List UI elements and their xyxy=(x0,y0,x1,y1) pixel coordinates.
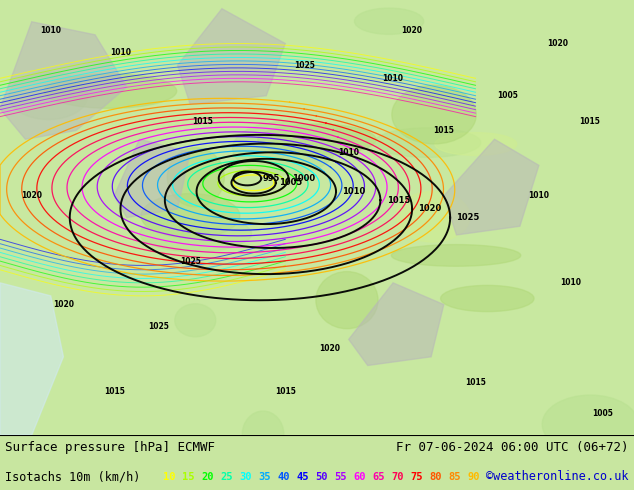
Text: 90: 90 xyxy=(467,472,480,482)
Polygon shape xyxy=(178,9,285,104)
Text: 1020: 1020 xyxy=(547,39,569,48)
Ellipse shape xyxy=(392,85,476,144)
Text: 1010: 1010 xyxy=(40,26,61,35)
Ellipse shape xyxy=(391,245,521,266)
Text: Fr 07-06-2024 06:00 UTC (06+72): Fr 07-06-2024 06:00 UTC (06+72) xyxy=(396,441,629,454)
Text: 1015: 1015 xyxy=(193,117,213,126)
Text: 80: 80 xyxy=(429,472,442,482)
Text: 1010: 1010 xyxy=(342,187,366,196)
Text: 1005: 1005 xyxy=(497,91,517,100)
Text: 15: 15 xyxy=(182,472,195,482)
Text: 1005: 1005 xyxy=(279,178,302,187)
Ellipse shape xyxy=(141,194,240,238)
Polygon shape xyxy=(444,139,539,235)
Text: 1015: 1015 xyxy=(579,117,600,126)
Text: 85: 85 xyxy=(448,472,461,482)
Text: 70: 70 xyxy=(391,472,404,482)
Text: Isotachs 10m (km/h): Isotachs 10m (km/h) xyxy=(5,470,141,483)
Text: 1000: 1000 xyxy=(292,174,314,183)
Text: 1010: 1010 xyxy=(110,48,131,57)
Text: 1010: 1010 xyxy=(560,278,581,287)
Text: 1015: 1015 xyxy=(387,196,410,205)
Ellipse shape xyxy=(233,122,335,175)
Text: 1015: 1015 xyxy=(275,387,295,396)
Text: 75: 75 xyxy=(410,472,423,482)
Text: 1010: 1010 xyxy=(338,148,359,157)
Polygon shape xyxy=(114,139,190,218)
Text: 10: 10 xyxy=(163,472,176,482)
Ellipse shape xyxy=(9,72,88,120)
Polygon shape xyxy=(0,283,63,435)
Text: 60: 60 xyxy=(353,472,366,482)
Text: 1020: 1020 xyxy=(418,204,442,213)
Polygon shape xyxy=(0,22,127,139)
Ellipse shape xyxy=(374,128,481,157)
Text: 25: 25 xyxy=(220,472,233,482)
Text: 1015: 1015 xyxy=(104,387,124,396)
Ellipse shape xyxy=(175,304,216,337)
Text: 995: 995 xyxy=(263,174,280,183)
Text: 1025: 1025 xyxy=(456,213,480,222)
Ellipse shape xyxy=(435,133,517,155)
Polygon shape xyxy=(349,283,444,366)
Ellipse shape xyxy=(258,124,376,155)
Text: 1025: 1025 xyxy=(148,322,169,331)
Text: 45: 45 xyxy=(296,472,309,482)
Text: 1025: 1025 xyxy=(180,257,200,266)
Text: 20: 20 xyxy=(201,472,214,482)
Ellipse shape xyxy=(167,147,224,207)
Text: Surface pressure [hPa] ECMWF: Surface pressure [hPa] ECMWF xyxy=(5,441,215,454)
Ellipse shape xyxy=(354,8,424,34)
Text: 1020: 1020 xyxy=(53,300,74,309)
Text: 30: 30 xyxy=(239,472,252,482)
Text: 50: 50 xyxy=(315,472,328,482)
Ellipse shape xyxy=(542,395,634,454)
Text: 1015: 1015 xyxy=(465,378,486,388)
Text: 1020: 1020 xyxy=(319,343,340,353)
Ellipse shape xyxy=(242,411,284,458)
Text: 1020: 1020 xyxy=(21,191,42,200)
Text: 1010: 1010 xyxy=(528,191,550,200)
Text: 65: 65 xyxy=(372,472,385,482)
Ellipse shape xyxy=(396,192,470,242)
Text: 1010: 1010 xyxy=(382,74,404,83)
Ellipse shape xyxy=(316,271,378,329)
Text: 1015: 1015 xyxy=(434,126,454,135)
Ellipse shape xyxy=(140,216,252,252)
Text: 35: 35 xyxy=(258,472,271,482)
Ellipse shape xyxy=(441,285,534,312)
Text: 1005: 1005 xyxy=(592,409,612,418)
Text: 1020: 1020 xyxy=(401,26,423,35)
Text: 40: 40 xyxy=(277,472,290,482)
Text: ©weatheronline.co.uk: ©weatheronline.co.uk xyxy=(486,470,629,483)
Ellipse shape xyxy=(44,74,177,108)
Text: 55: 55 xyxy=(334,472,347,482)
Text: 1025: 1025 xyxy=(294,61,314,70)
